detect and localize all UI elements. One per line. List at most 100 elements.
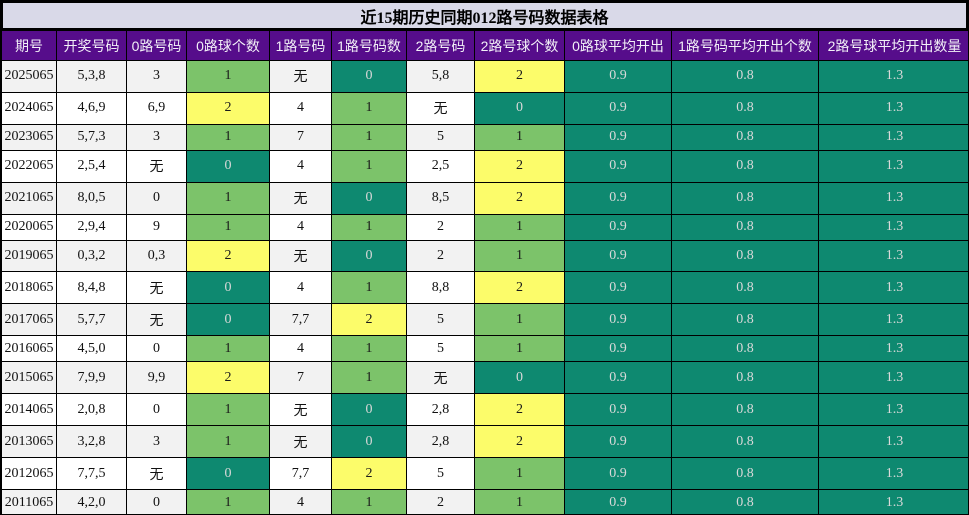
cell-road2-avg: 1.3 bbox=[818, 271, 968, 305]
cell-road1-count: 1 bbox=[331, 361, 407, 395]
cell-road0-count: 0 bbox=[186, 457, 270, 491]
cell-period: 2023065 bbox=[1, 123, 57, 151]
cell-road1-avg: 0.8 bbox=[671, 489, 819, 514]
cell-road1-count: 1 bbox=[331, 91, 407, 125]
table-row: 2021065 8,0,5 0 1 无 0 8,5 2 0.9 0.8 1.3 bbox=[1, 181, 968, 215]
cell-road2-numbers: 5 bbox=[406, 123, 475, 151]
cell-road2-avg: 1.3 bbox=[818, 425, 968, 459]
cell-road0-count: 1 bbox=[186, 60, 270, 93]
header-row: 期号 开奖号码 0路号码 0路球个数 1路号码 1路号码数 2路号码 2路号球个数 0路球平均开… bbox=[1, 30, 968, 61]
cell-road0-avg: 0.9 bbox=[564, 425, 672, 459]
cell-road0-numbers: 3 bbox=[126, 60, 187, 93]
cell-road1-avg: 0.8 bbox=[671, 271, 819, 305]
cell-period: 2020065 bbox=[1, 213, 57, 241]
cell-road2-count: 2 bbox=[474, 149, 565, 183]
cell-period: 2025065 bbox=[1, 60, 57, 93]
cell-road1-numbers: 4 bbox=[269, 213, 332, 241]
cell-road1-avg: 0.8 bbox=[671, 213, 819, 241]
cell-road1-numbers: 4 bbox=[269, 91, 332, 125]
cell-road0-numbers: 6,9 bbox=[126, 91, 187, 125]
cell-road2-count: 1 bbox=[474, 303, 565, 337]
cell-winning-numbers: 2,5,4 bbox=[56, 149, 127, 183]
cell-period: 2015065 bbox=[1, 361, 57, 395]
cell-road0-avg: 0.9 bbox=[564, 361, 672, 395]
cell-road2-avg: 1.3 bbox=[818, 181, 968, 215]
cell-road1-numbers: 无 bbox=[269, 60, 332, 93]
cell-road2-avg: 1.3 bbox=[818, 335, 968, 363]
cell-road0-avg: 0.9 bbox=[564, 489, 672, 514]
cell-winning-numbers: 3,2,8 bbox=[56, 425, 127, 459]
cell-road2-avg: 1.3 bbox=[818, 91, 968, 125]
cell-road0-numbers: 无 bbox=[126, 271, 187, 305]
cell-winning-numbers: 5,7,3 bbox=[56, 123, 127, 151]
cell-road1-numbers: 无 bbox=[269, 393, 332, 427]
cell-road0-avg: 0.9 bbox=[564, 181, 672, 215]
cell-road2-avg: 1.3 bbox=[818, 457, 968, 491]
cell-road0-numbers: 9 bbox=[126, 213, 187, 241]
cell-road2-avg: 1.3 bbox=[818, 239, 968, 273]
cell-winning-numbers: 4,2,0 bbox=[56, 489, 127, 514]
cell-road1-count: 1 bbox=[331, 149, 407, 183]
cell-road0-count: 1 bbox=[186, 335, 270, 363]
cell-road0-count: 0 bbox=[186, 149, 270, 183]
cell-road0-numbers: 无 bbox=[126, 149, 187, 183]
cell-road0-count: 1 bbox=[186, 393, 270, 427]
table-row: 2012065 7,7,5 无 0 7,7 2 5 1 0.9 0.8 1.3 bbox=[1, 457, 968, 491]
table-row: 2019065 0,3,2 0,3 2 无 0 2 1 0.9 0.8 1.3 bbox=[1, 239, 968, 273]
cell-road1-avg: 0.8 bbox=[671, 149, 819, 183]
table-row: 2016065 4,5,0 0 1 4 1 5 1 0.9 0.8 1.3 bbox=[1, 335, 968, 363]
page-title: 近15期历史同期012路号码数据表格 bbox=[1, 1, 968, 30]
cell-road1-count: 0 bbox=[331, 425, 407, 459]
cell-road2-avg: 1.3 bbox=[818, 60, 968, 93]
table-body: 2025065 5,3,8 3 1 无 0 5,8 2 0.9 0.8 1.3 2024065 4,6,… bbox=[1, 60, 968, 514]
cell-period: 2014065 bbox=[1, 393, 57, 427]
cell-road1-numbers: 7 bbox=[269, 123, 332, 151]
cell-road1-numbers: 7,7 bbox=[269, 457, 332, 491]
table-row: 2023065 5,7,3 3 1 7 1 5 1 0.9 0.8 1.3 bbox=[1, 123, 968, 151]
cell-road0-count: 2 bbox=[186, 361, 270, 395]
cell-road1-avg: 0.8 bbox=[671, 60, 819, 93]
cell-road0-avg: 0.9 bbox=[564, 303, 672, 337]
cell-period: 2013065 bbox=[1, 425, 57, 459]
cell-road0-count: 1 bbox=[186, 425, 270, 459]
cell-road0-avg: 0.9 bbox=[564, 457, 672, 491]
cell-period: 2016065 bbox=[1, 335, 57, 363]
cell-road1-count: 1 bbox=[331, 213, 407, 241]
cell-road2-count: 1 bbox=[474, 123, 565, 151]
cell-road0-avg: 0.9 bbox=[564, 213, 672, 241]
column-header: 期号 bbox=[1, 30, 57, 61]
cell-road1-count: 1 bbox=[331, 123, 407, 151]
cell-road0-count: 1 bbox=[186, 123, 270, 151]
cell-road1-count: 1 bbox=[331, 335, 407, 363]
cell-road2-numbers: 无 bbox=[406, 91, 475, 125]
cell-winning-numbers: 2,9,4 bbox=[56, 213, 127, 241]
table-row: 2018065 8,4,8 无 0 4 1 8,8 2 0.9 0.8 1.3 bbox=[1, 271, 968, 305]
cell-road1-avg: 0.8 bbox=[671, 303, 819, 337]
cell-road0-numbers: 0 bbox=[126, 181, 187, 215]
cell-period: 2022065 bbox=[1, 149, 57, 183]
cell-road0-avg: 0.9 bbox=[564, 393, 672, 427]
cell-road2-count: 2 bbox=[474, 425, 565, 459]
cell-road1-numbers: 4 bbox=[269, 489, 332, 514]
column-header: 2路号球个数 bbox=[474, 30, 565, 61]
cell-road0-numbers: 9,9 bbox=[126, 361, 187, 395]
cell-road1-avg: 0.8 bbox=[671, 239, 819, 273]
cell-road2-count: 1 bbox=[474, 213, 565, 241]
cell-road0-numbers: 0 bbox=[126, 489, 187, 514]
cell-road2-count: 1 bbox=[474, 457, 565, 491]
cell-road1-numbers: 7,7 bbox=[269, 303, 332, 337]
cell-road0-count: 0 bbox=[186, 303, 270, 337]
cell-road0-avg: 0.9 bbox=[564, 91, 672, 125]
cell-road0-numbers: 无 bbox=[126, 303, 187, 337]
cell-winning-numbers: 8,4,8 bbox=[56, 271, 127, 305]
cell-road2-numbers: 5 bbox=[406, 457, 475, 491]
cell-road1-avg: 0.8 bbox=[671, 425, 819, 459]
table-row: 2025065 5,3,8 3 1 无 0 5,8 2 0.9 0.8 1.3 bbox=[1, 60, 968, 93]
cell-road2-avg: 1.3 bbox=[818, 489, 968, 514]
cell-road2-numbers: 2 bbox=[406, 239, 475, 273]
cell-road2-count: 1 bbox=[474, 335, 565, 363]
column-header: 1路号码数 bbox=[331, 30, 407, 61]
cell-road1-count: 1 bbox=[331, 489, 407, 514]
cell-road2-numbers: 2,8 bbox=[406, 393, 475, 427]
cell-road1-count: 0 bbox=[331, 393, 407, 427]
